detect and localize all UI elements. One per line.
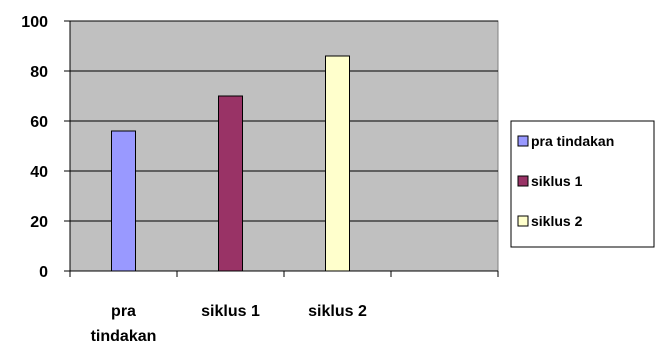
x-tick-label: pra [111,303,136,320]
legend-label: pra tindakan [531,133,614,149]
y-tick-label: 40 [30,164,48,181]
legend-label: siklus 1 [531,173,583,189]
y-tick-label: 80 [30,64,48,81]
bar-siklus-1 [218,95,243,272]
legend-swatch [517,175,529,187]
x-tick-labels: pra tindakan siklus 1 siklus 2 [91,303,367,345]
y-tick-labels: 0 20 40 60 80 100 [21,14,48,281]
legend: pra tindakan siklus 1 siklus 2 [510,120,655,248]
x-tick-label: siklus 2 [308,303,367,320]
axes [64,20,499,277]
y-tick-label: 100 [21,14,48,31]
gridlines [70,20,498,222]
x-tick-label: siklus 1 [201,303,260,320]
x-tick-label: tindakan [91,328,157,345]
legend-swatch [517,135,529,147]
y-tick-label: 60 [30,114,48,131]
bars [111,55,350,272]
bar-pra-tindakan [111,130,136,272]
bar-siklus-2 [325,55,350,272]
y-tick-label: 20 [30,214,48,231]
legend-box [510,120,655,248]
legend-label: siklus 2 [531,213,583,229]
plot-area [69,20,499,272]
y-tick-label: 0 [39,264,48,281]
legend-swatch [517,215,529,227]
